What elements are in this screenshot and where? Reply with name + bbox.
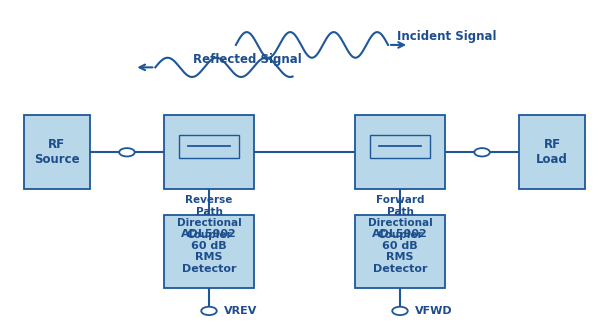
Text: Reflected Signal: Reflected Signal [193, 53, 301, 66]
FancyBboxPatch shape [164, 115, 254, 189]
Text: ADL5902
60 dB
RMS
Detector: ADL5902 60 dB RMS Detector [372, 229, 428, 274]
Text: Forward
Path
Directional
Coupler: Forward Path Directional Coupler [368, 195, 432, 240]
FancyBboxPatch shape [355, 215, 445, 288]
FancyBboxPatch shape [178, 135, 239, 158]
FancyBboxPatch shape [164, 215, 254, 288]
Text: Incident Signal: Incident Signal [397, 30, 496, 43]
Text: VFWD: VFWD [415, 306, 452, 316]
Circle shape [119, 148, 135, 156]
Text: RF
Load: RF Load [537, 138, 568, 166]
Circle shape [201, 307, 217, 315]
Circle shape [392, 307, 408, 315]
FancyBboxPatch shape [370, 135, 431, 158]
Text: Reverse
Path
Directional
Coupler: Reverse Path Directional Coupler [177, 195, 241, 240]
Text: VREV: VREV [224, 306, 258, 316]
Circle shape [474, 148, 490, 156]
FancyBboxPatch shape [24, 115, 90, 189]
FancyBboxPatch shape [519, 115, 585, 189]
Text: RF
Source: RF Source [34, 138, 80, 166]
FancyBboxPatch shape [355, 115, 445, 189]
Text: ADL5902
60 dB
RMS
Detector: ADL5902 60 dB RMS Detector [181, 229, 237, 274]
